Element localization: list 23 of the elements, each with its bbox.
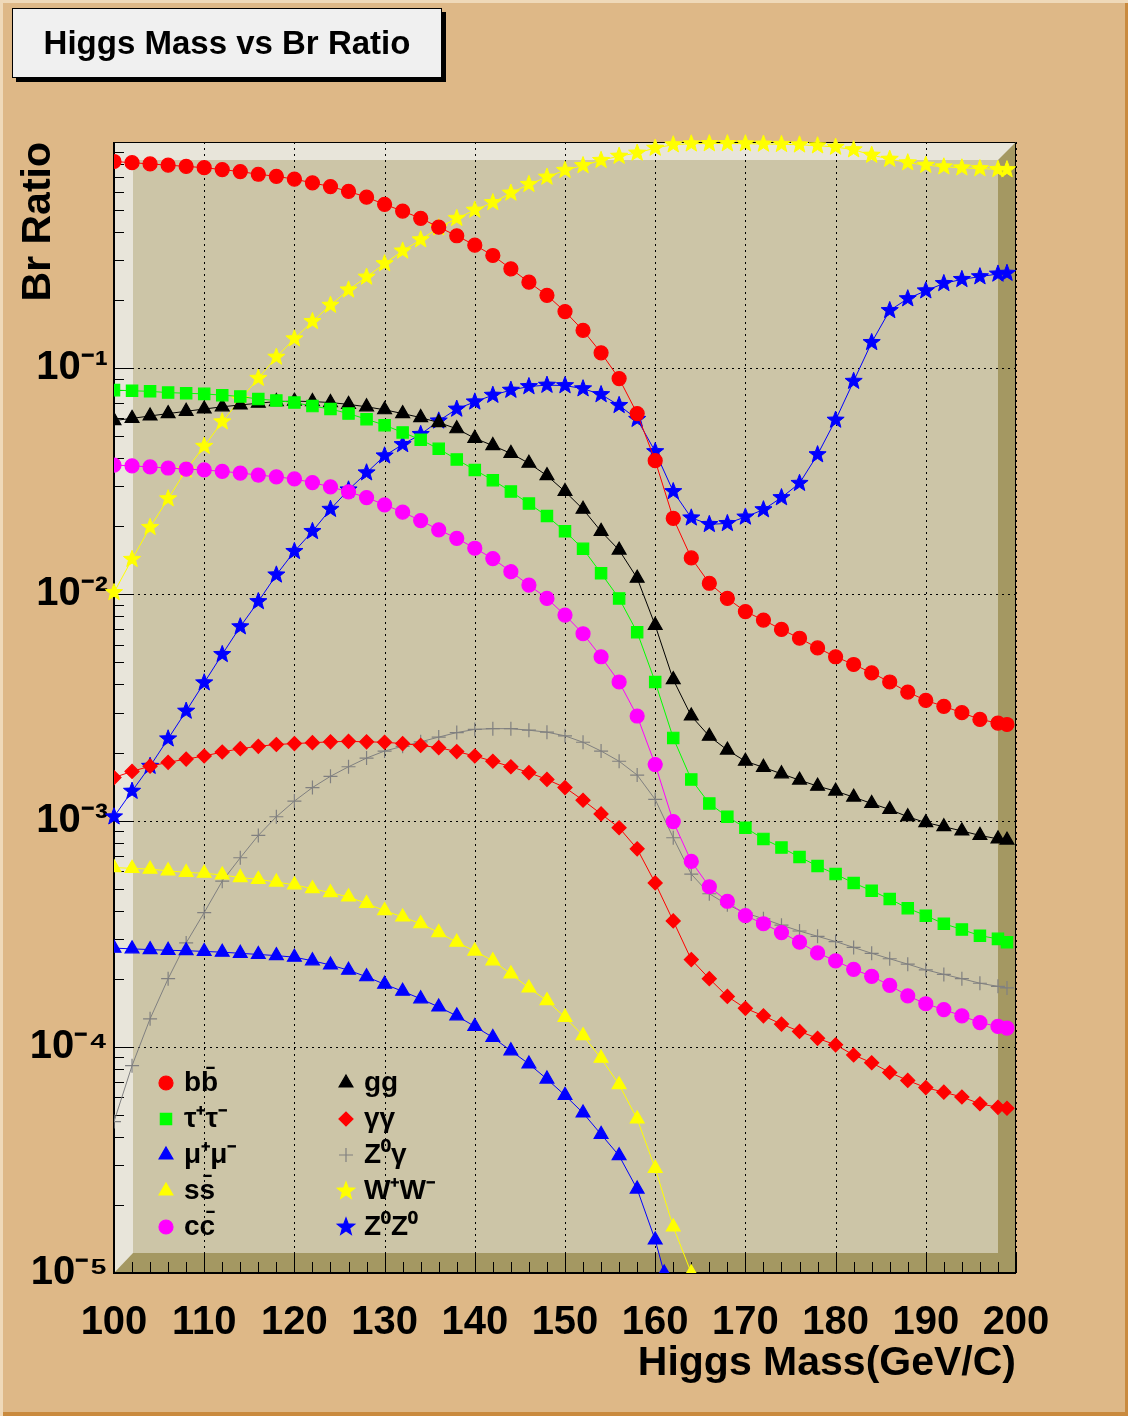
- y-tick-label: 10⁻¹: [36, 343, 108, 388]
- legend-label: Z⁰γ: [364, 1137, 408, 1169]
- legend-label: μ⁺μ⁻: [184, 1137, 237, 1169]
- x-tick-label: 150: [531, 1298, 599, 1343]
- x-tick-label: 140: [441, 1298, 509, 1343]
- y-tick-label: 10⁻⁵: [30, 1248, 108, 1293]
- legend-label: Z⁰Z⁰: [364, 1209, 419, 1241]
- legend-label: W⁺W⁻: [364, 1173, 435, 1205]
- y-axis-title: Br Ratio: [12, 142, 59, 302]
- legend-label: ss̄: [184, 1173, 216, 1205]
- y-tick-label: 10⁻³: [36, 795, 108, 840]
- legend-label: γγ: [364, 1101, 396, 1133]
- y-tick-label: 10⁻²: [36, 569, 108, 614]
- x-tick-label: 130: [351, 1298, 418, 1343]
- legend-label: gg: [364, 1065, 399, 1097]
- x-tick-label: 120: [261, 1298, 328, 1343]
- legend-label: cc̄: [184, 1209, 216, 1241]
- y-tick-label: 10⁻⁴: [29, 1021, 108, 1066]
- x-tick-label: 100: [80, 1298, 148, 1343]
- chart-title: Higgs Mass vs Br Ratio: [12, 8, 442, 78]
- legend-label: bb̄: [184, 1065, 219, 1097]
- x-tick-label: 110: [171, 1298, 237, 1343]
- legend-label: τ⁺τ⁻: [184, 1101, 227, 1133]
